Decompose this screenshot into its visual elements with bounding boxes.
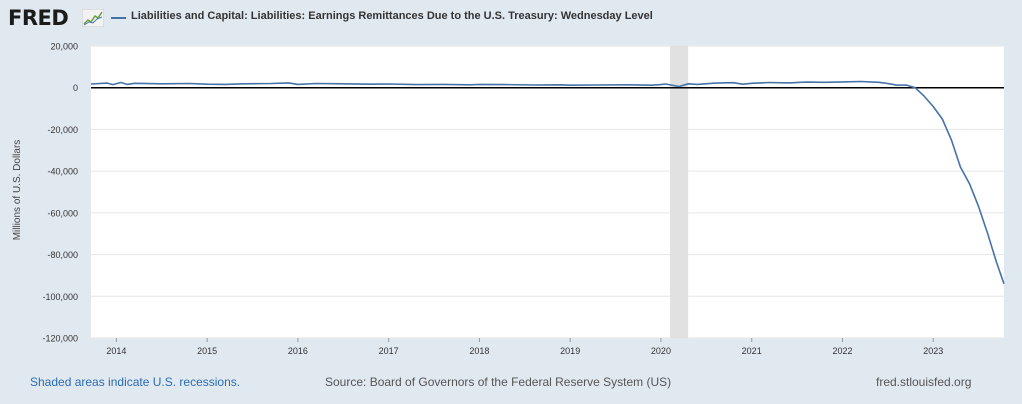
x-tick-label: 2016 <box>288 346 308 356</box>
y-tick-label: -120,000 <box>42 334 78 344</box>
fred-chart-icon <box>82 9 104 27</box>
x-tick-label: 2021 <box>742 346 762 356</box>
y-axis-label: Millions of U.S. Dollars <box>12 140 23 241</box>
source-text: Source: Board of Governors of the Federa… <box>325 375 672 389</box>
fred-logo[interactable]: FRED <box>8 6 69 30</box>
x-tick-label: 2017 <box>379 346 399 356</box>
x-tick-label: 2015 <box>197 346 217 356</box>
series-title: Liabilities and Capital: Liabilities: Ea… <box>131 10 653 22</box>
recession-band <box>670 46 689 338</box>
x-tick-label: 2023 <box>923 346 943 356</box>
y-tick-label: -80,000 <box>47 250 78 260</box>
chart-header: FRED Liabilities and Capital: Liabilitie… <box>0 0 1022 36</box>
site-link[interactable]: fred.stlouisfed.org <box>876 375 972 389</box>
y-tick-label: -100,000 <box>42 292 78 302</box>
recession-note[interactable]: Shaded areas indicate U.S. recessions. <box>30 375 241 389</box>
y-tick-label: -20,000 <box>47 125 78 135</box>
y-tick-label: -60,000 <box>47 208 78 218</box>
x-tick-label: 2019 <box>560 346 580 356</box>
x-tick-label: 2020 <box>651 346 671 356</box>
legend-swatch <box>111 17 126 19</box>
x-tick-label: 2014 <box>106 346 126 356</box>
line-chart: 20,000 0 -20,000 -40,000 -60,000 -80,000 -100,… <box>12 42 1005 356</box>
x-tick-label: 2022 <box>832 346 852 356</box>
y-tick-label: -40,000 <box>47 167 78 177</box>
x-tick-label: 2018 <box>469 346 489 356</box>
y-tick-label: 20,000 <box>50 42 78 52</box>
plot-area <box>91 46 1004 338</box>
series-line[interactable] <box>90 80 1005 285</box>
y-tick-label: 0 <box>73 83 78 93</box>
